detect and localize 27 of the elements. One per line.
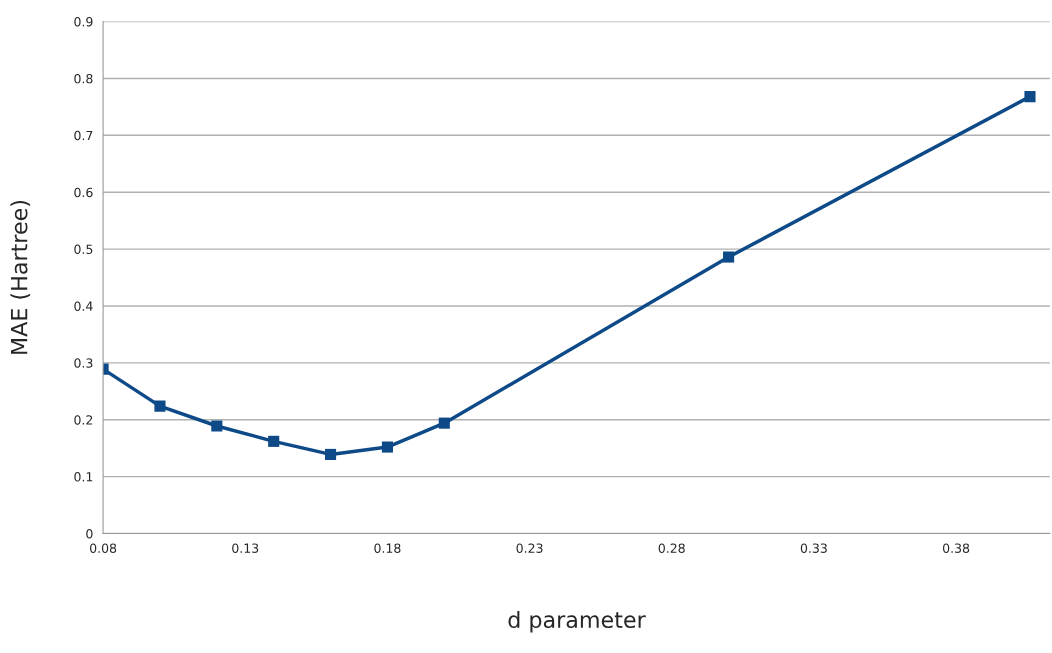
x-tick-label: 0.38 <box>942 543 970 553</box>
y-tick-label: 0 <box>86 528 93 539</box>
point <box>381 441 393 453</box>
point <box>211 420 223 432</box>
x-tick-label: 0.18 <box>374 543 401 553</box>
point <box>723 251 735 263</box>
y-tick-label: 0.7 <box>74 130 93 141</box>
y-tick-label: 0.2 <box>74 415 93 425</box>
x-tick-label: 0.23 <box>516 543 543 553</box>
y-tick-label: 0.5 <box>74 244 93 255</box>
y-axis-title: MAE (Hartree) <box>10 200 31 354</box>
point <box>268 435 280 447</box>
y-tick-label: 0.3 <box>74 358 93 368</box>
y-tick-label: 0.1 <box>74 472 93 482</box>
x-tick-label: 0.13 <box>232 543 259 553</box>
point <box>1024 91 1036 103</box>
x-axis-title: d parameter <box>508 610 646 633</box>
x-tick-label: 0.08 <box>90 543 117 553</box>
x-tick-label: 0.28 <box>658 543 685 553</box>
x-tick-label: 0.33 <box>800 543 827 553</box>
y-tick-label: 0.6 <box>74 187 93 198</box>
y-tick-label: 0.8 <box>74 73 93 84</box>
y-tick-label: 0.4 <box>74 301 93 311</box>
point <box>325 448 337 460</box>
point <box>154 400 166 412</box>
point <box>438 417 450 429</box>
y-tick-label: 0.9 <box>74 17 93 27</box>
